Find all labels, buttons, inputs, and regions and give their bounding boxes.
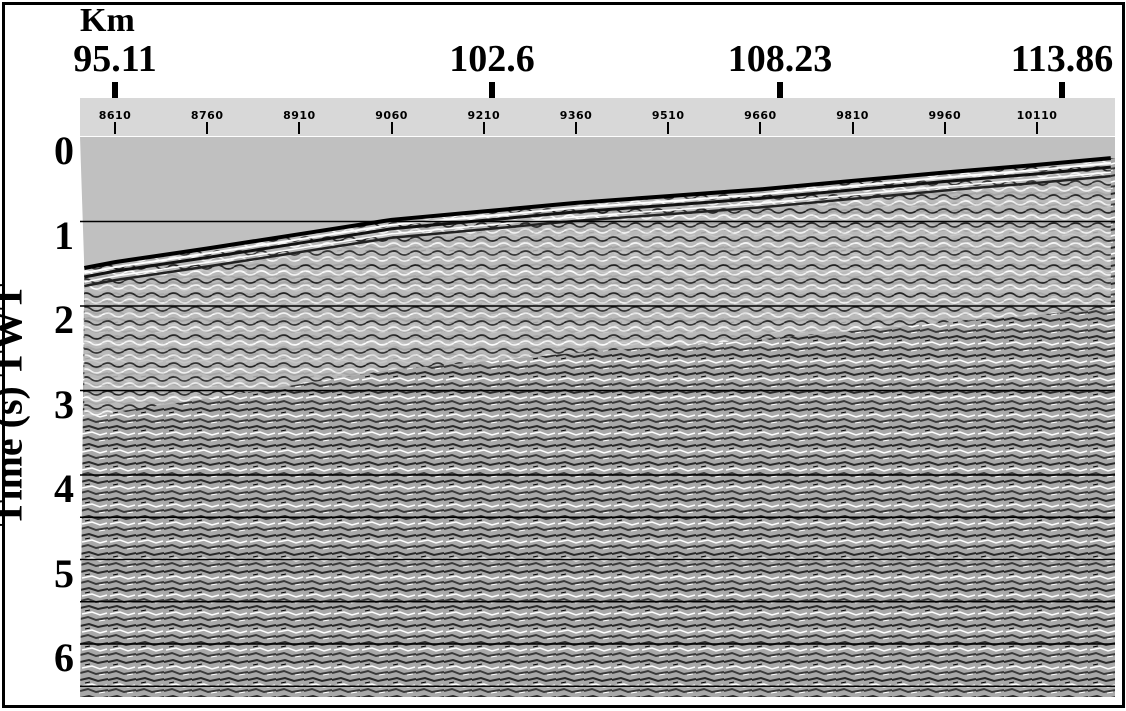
cdp-tick-mark <box>575 122 577 134</box>
cdp-tick-label: 9660 <box>744 109 777 122</box>
km-tick-label: 113.86 <box>1010 38 1114 80</box>
km-tick-mark <box>112 82 118 100</box>
time-tick-label: 1 <box>54 212 74 258</box>
seafloor-reflector-line <box>84 171 1111 283</box>
water-column <box>80 137 1115 268</box>
water-column-fill <box>80 137 1115 268</box>
cdp-tick-mark <box>1036 122 1038 134</box>
cdp-tick-mark <box>482 122 485 134</box>
cdp-tick-label: 9510 <box>651 109 685 122</box>
km-tick-mark <box>1059 82 1065 100</box>
km-tick-mark <box>489 82 495 100</box>
cdp-axis-strip <box>80 98 1115 136</box>
cdp-tick-mark <box>851 122 854 134</box>
y-axis-title-text: Time (s) TWT <box>0 283 31 527</box>
km-tick-mark <box>777 82 783 100</box>
cdp-tick-mark <box>206 122 209 134</box>
cdp-tick-label: 8610 <box>98 109 132 122</box>
cdp-tick-mark <box>390 122 393 134</box>
cdp-tick-mark <box>298 122 301 134</box>
time-tick-label: 4 <box>54 466 74 511</box>
seismic-section-plot <box>80 137 1115 697</box>
cdp-tick-label: 8760 <box>190 109 224 122</box>
km-axis-unit: Km <box>80 2 135 39</box>
time-tick-label: 0 <box>54 128 74 173</box>
seafloor-reflector-line <box>84 162 1111 274</box>
km-tick-label: 102.6 <box>449 38 535 80</box>
shallow-sediment-band <box>84 158 1111 418</box>
cdp-tick-label: 8910 <box>283 109 316 122</box>
cdp-tick-mark <box>759 122 762 134</box>
cdp-tick-label: 9060 <box>375 109 408 122</box>
time-tick-label: 5 <box>54 550 74 596</box>
cdp-tick-label: 9360 <box>559 109 593 122</box>
time-tick-label: 3 <box>54 381 74 427</box>
cdp-tick-label: 9960 <box>928 109 962 122</box>
time-tick-label: 2 <box>54 297 74 342</box>
time-gridlines <box>80 220 1115 688</box>
cdp-tick-label: 9810 <box>836 109 869 122</box>
time-tick-label: 6 <box>54 635 74 680</box>
cdp-tick-mark <box>943 122 946 134</box>
cdp-tick-mark <box>114 122 116 134</box>
km-tick-label: 108.23 <box>727 38 833 80</box>
reflection-body <box>80 158 1115 697</box>
cdp-tick-label: 10110 <box>1016 109 1058 122</box>
km-tick-label: 95.11 <box>73 38 157 80</box>
seafloor-reflector-line <box>84 165 1111 279</box>
cdp-tick-label: 9210 <box>467 109 501 122</box>
seafloor-reflector-line <box>83 156 1111 270</box>
cdp-tick-mark <box>667 122 670 134</box>
